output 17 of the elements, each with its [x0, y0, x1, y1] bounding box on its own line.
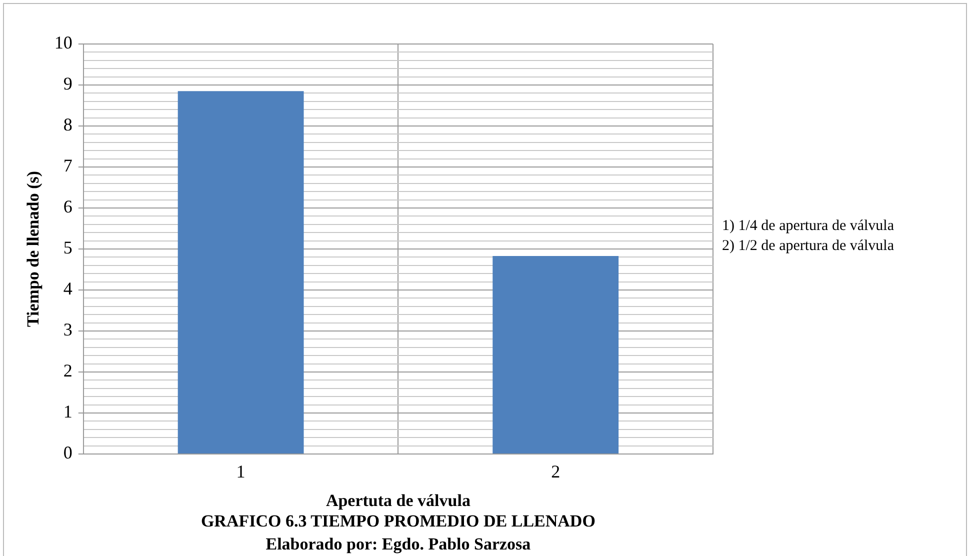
y-tick-label: 9 [63, 74, 72, 94]
text: GRAFICO 6.3 TIEMPO PROMEDIO DE LLENADO [200, 511, 596, 530]
y-tick-label: 7 [63, 156, 72, 176]
y-tick-label: 0 [63, 442, 72, 463]
y-tick-label: 6 [63, 196, 72, 217]
y-tick-label: 8 [63, 114, 72, 135]
y-tick-label: 2 [63, 360, 72, 381]
y-axis-title: Tiempo de llenado (s) [24, 170, 43, 328]
text: 2) 1/2 de apertura de válvula [722, 238, 894, 254]
y-tick-label: 1 [63, 402, 72, 422]
text: 1) 1/4 de apertura de válvula [722, 218, 894, 234]
y-tick-label: 3 [63, 320, 72, 340]
text: Elaborado por: Egdo. Pablo Sarzosa [266, 534, 532, 554]
y-tick-label: 10 [54, 32, 72, 53]
x-axis-title: Apertuta de válvula [326, 491, 471, 510]
y-tick-label: 4 [63, 278, 72, 299]
y-tick-label: 5 [63, 238, 72, 258]
